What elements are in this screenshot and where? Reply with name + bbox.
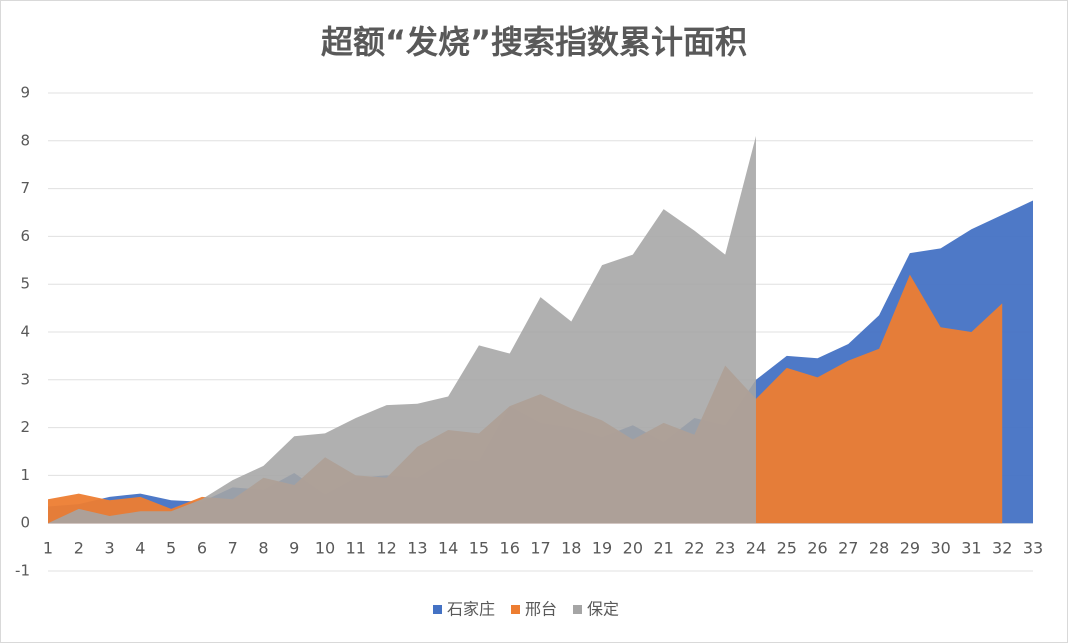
y-tick-label: 6 (20, 227, 30, 245)
y-tick-label: 0 (20, 514, 30, 532)
x-tick-label: 31 (961, 539, 981, 558)
y-tick-label: 9 (20, 84, 30, 102)
x-tick-label: 20 (623, 539, 643, 558)
x-tick-label: 30 (930, 539, 950, 558)
y-tick-label: 7 (20, 179, 30, 197)
area (48, 136, 756, 524)
x-tick-label: 22 (684, 539, 704, 558)
x-tick-label: 1 (43, 539, 53, 558)
x-tick-label: 26 (807, 539, 827, 558)
legend-swatch (511, 605, 520, 614)
x-tick-label: 21 (653, 539, 673, 558)
y-tick-label: -1 (15, 562, 30, 580)
x-tick-label: 3 (104, 539, 114, 558)
legend-label: 石家庄 (447, 600, 495, 619)
x-tick-label: 13 (407, 539, 427, 558)
x-tick-label: 33 (1023, 539, 1043, 558)
x-tick-label: 10 (315, 539, 335, 558)
x-tick-label: 19 (592, 539, 612, 558)
x-tick-label: 28 (869, 539, 889, 558)
x-tick-label: 14 (438, 539, 458, 558)
x-tick-label: 9 (289, 539, 299, 558)
legend-swatch (433, 605, 442, 614)
y-tick-label: 1 (20, 466, 30, 484)
y-tick-label: 5 (20, 275, 30, 293)
x-tick-label: 32 (992, 539, 1012, 558)
y-tick-label: 8 (20, 131, 30, 149)
chart-title: 超额“发烧”搜索指数累计面积 (321, 23, 747, 61)
x-tick-label: 16 (500, 539, 520, 558)
legend-label: 邢台 (525, 600, 557, 619)
x-tick-label: 6 (197, 539, 207, 558)
legend-label: 保定 (587, 600, 619, 619)
x-tick-label: 17 (530, 539, 550, 558)
y-tick-label: 3 (20, 370, 30, 388)
x-tick-label: 25 (777, 539, 797, 558)
x-tick-label: 18 (561, 539, 581, 558)
x-tick-label: 27 (838, 539, 858, 558)
x-tick-label: 23 (715, 539, 735, 558)
x-tick-label: 7 (228, 539, 238, 558)
x-tick-label: 4 (135, 539, 145, 558)
y-tick-label: 4 (20, 323, 30, 341)
x-tick-label: 12 (376, 539, 396, 558)
area (48, 274, 1003, 524)
x-tick-label: 29 (900, 539, 920, 558)
x-tick-label: 11 (346, 539, 366, 558)
x-tick-label: 8 (258, 539, 268, 558)
x-tick-label: 15 (469, 539, 489, 558)
y-tick-label: 2 (20, 418, 30, 436)
x-tick-label: 24 (746, 539, 766, 558)
x-tick-label: 5 (166, 539, 176, 558)
x-tick-label: 2 (74, 539, 84, 558)
legend-swatch (573, 605, 582, 614)
